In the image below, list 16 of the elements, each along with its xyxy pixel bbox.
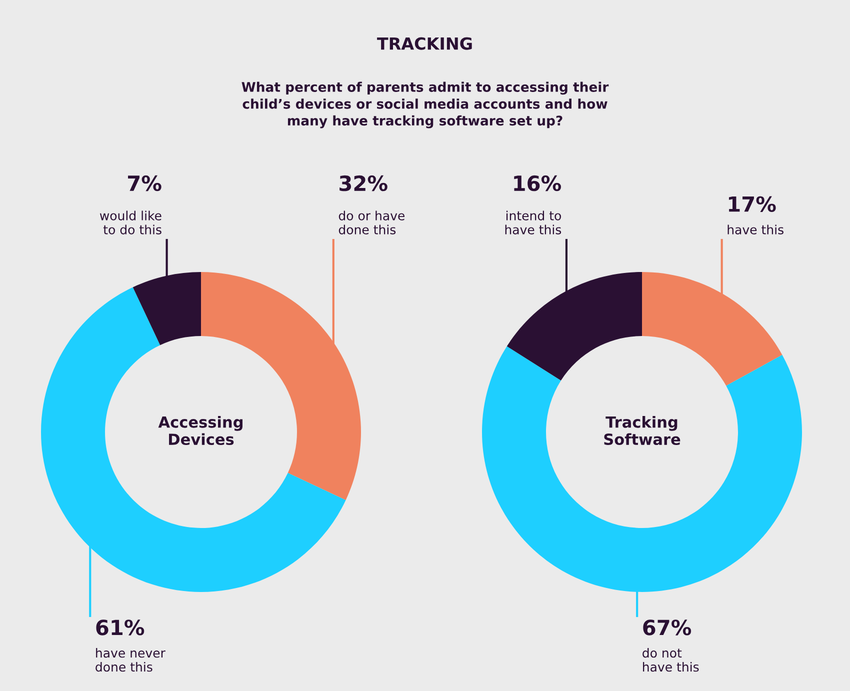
chart-subtitle: What percent of parents admit to accessing their child’s devices or social media accounts and how many have tracking software set up? <box>242 82 609 128</box>
data-label: 7% <box>128 175 162 192</box>
text: Tracking Software <box>604 416 680 446</box>
chart-title: TRACKING <box>377 37 472 50</box>
data-label: 17% <box>728 196 776 212</box>
data-label: 61% <box>96 620 144 636</box>
slice-label: have this <box>728 224 784 234</box>
data-label: 16% <box>514 175 561 192</box>
data-label: 32% <box>340 175 388 192</box>
data-label: 67% <box>643 620 692 636</box>
text: Accessing Devices <box>158 416 242 446</box>
slice-label: have never done this <box>96 648 166 672</box>
slice-label: do not have this <box>642 648 699 672</box>
slice-label: would like to do this <box>100 210 162 234</box>
slice-label: intend to have this <box>505 210 562 234</box>
slice-label: do or have done this <box>338 210 405 234</box>
